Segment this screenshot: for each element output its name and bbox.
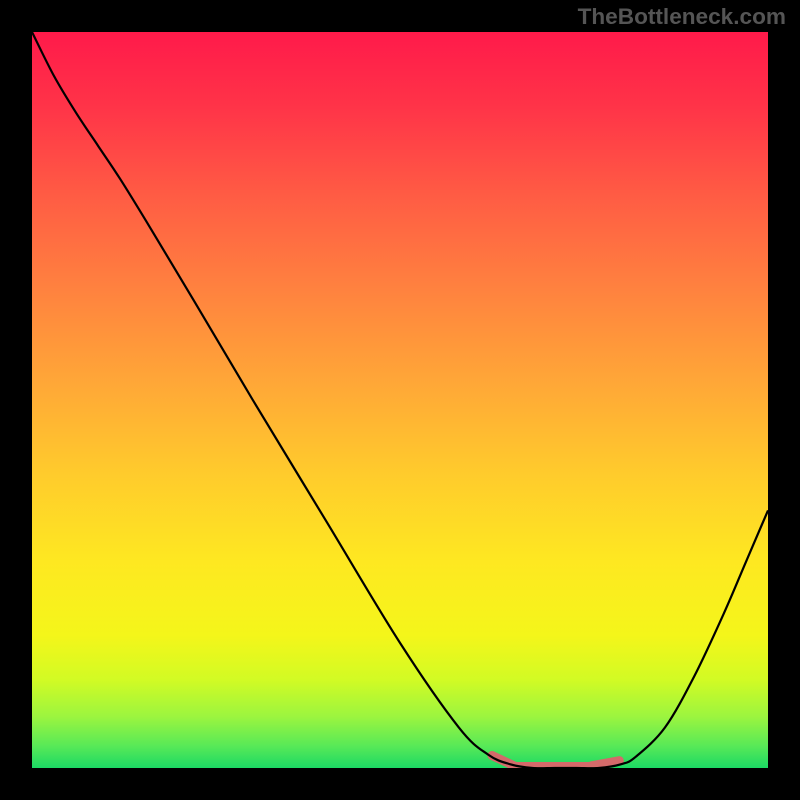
- chart-container: TheBottleneck.com: [0, 0, 800, 800]
- bottleneck-curve: [32, 32, 768, 768]
- curve-overlay: [32, 32, 768, 768]
- watermark-text: TheBottleneck.com: [578, 4, 786, 30]
- plot-area: [32, 32, 768, 768]
